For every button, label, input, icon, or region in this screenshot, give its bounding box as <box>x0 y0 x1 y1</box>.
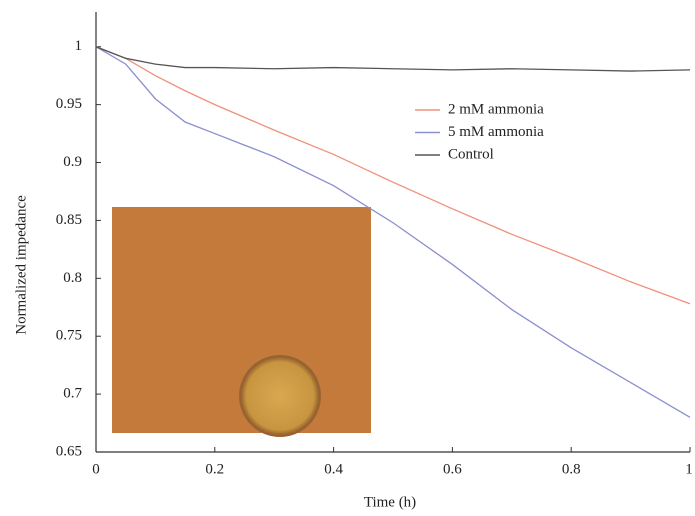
inset-photo <box>112 207 371 437</box>
y-axis-label: Normalized impedance <box>13 195 29 335</box>
y-tick-label: 0.75 <box>56 328 82 344</box>
x-tick-label: 0 <box>92 461 100 477</box>
y-tick-label: 0.7 <box>63 386 82 402</box>
x-tick-label: 0.6 <box>443 461 462 477</box>
legend-label: 5 mM ammonia <box>448 124 544 140</box>
y-tick-label: 0.85 <box>56 212 82 228</box>
x-tick-label: 0.2 <box>205 461 224 477</box>
inset-circle <box>239 355 321 437</box>
series-line <box>95 46 691 418</box>
x-tick-label: 1 <box>685 461 693 477</box>
x-axis-label: Time (h) <box>364 494 416 510</box>
y-tick-label: 0.8 <box>63 270 82 286</box>
legend-label: 2 mM ammonia <box>448 101 544 117</box>
y-tick-label: 0.95 <box>56 96 82 112</box>
y-tick-label: 0.9 <box>63 154 82 170</box>
x-tick-label: 0.4 <box>324 461 343 477</box>
y-tick-label: 1 <box>75 38 83 54</box>
series-line <box>95 46 691 305</box>
y-tick-label: 0.65 <box>56 443 82 459</box>
series-line <box>95 46 691 72</box>
legend-label: Control <box>448 146 494 162</box>
x-tick-label: 0.8 <box>562 461 581 477</box>
